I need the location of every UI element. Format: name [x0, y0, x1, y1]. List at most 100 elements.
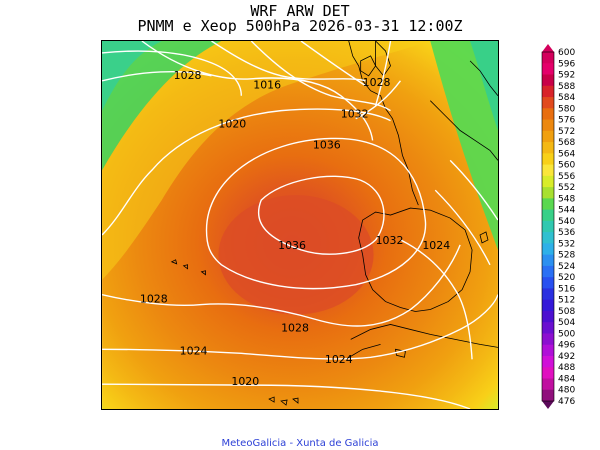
legend-color-bar	[541, 44, 555, 409]
isobar-label: 1028	[140, 293, 168, 306]
legend-level-label: 496	[558, 341, 575, 351]
coast-island	[479, 231, 489, 244]
legend-level-label: 568	[558, 138, 575, 148]
isobar-label: 1032	[376, 234, 404, 247]
coast-north-africa	[350, 324, 498, 348]
coast-central-europe	[430, 100, 498, 161]
legend-level-label: 584	[558, 93, 575, 103]
credit-footer: MeteoGalicia - Xunta de Galicia	[221, 438, 379, 449]
legend-arrow-top	[542, 44, 554, 52]
legend-level-label: 504	[558, 318, 575, 328]
legend-level-label: 588	[558, 82, 575, 92]
legend-swatch	[542, 142, 554, 154]
legend-swatch	[542, 119, 554, 132]
azores	[170, 259, 178, 265]
coast-britain	[375, 41, 391, 77]
isobar-label: 1028	[363, 76, 391, 89]
legend-level-label: 492	[558, 352, 575, 362]
legend-swatch	[542, 232, 554, 244]
legend-labels: 6005965925885845805765725685645605565525…	[558, 48, 575, 407]
isobar-1020-south	[102, 383, 471, 409]
coast-isle	[360, 55, 377, 77]
legend-swatch	[542, 52, 554, 64]
low-height-region-northeast	[430, 41, 498, 250]
isobar-label: 1028	[281, 321, 309, 334]
legend-swatch	[542, 85, 554, 98]
legend-level-label: 520	[558, 273, 575, 283]
low-height-region-northwest-core	[102, 41, 162, 111]
legend-level-label: 556	[558, 172, 575, 182]
isobar-labels: 1028 1016 1020 1028 1032 1036 1036 1032 …	[140, 69, 450, 388]
legend-arrow-bottom	[542, 401, 554, 409]
chart-title-line-1: WRF ARW DET	[250, 2, 350, 20]
isobar-1032-ne	[355, 80, 402, 120]
legend-swatch	[542, 344, 554, 357]
legend-swatch	[542, 108, 554, 121]
chart-title-line-2: PNMM e Xeop 500hPa 2026-03-31 12:00Z	[137, 17, 463, 35]
legend-swatch	[542, 367, 554, 379]
isobar-1024-ne	[300, 41, 367, 87]
legend-swatch	[542, 63, 554, 76]
azores	[200, 270, 206, 276]
legend-swatch	[542, 220, 554, 233]
legend-frame	[541, 51, 555, 402]
legend-level-label: 512	[558, 296, 575, 306]
yellow-band	[102, 41, 431, 280]
legend-swatch	[542, 254, 554, 267]
legend-swatch	[542, 74, 554, 87]
isobar-1020	[250, 41, 391, 112]
legend-level-label: 596	[558, 59, 575, 69]
isobar-label: 1028	[174, 69, 202, 82]
azores	[182, 264, 189, 270]
isobar-label: 1016	[253, 79, 281, 92]
legend-level-label: 576	[558, 116, 575, 126]
coast-scandinavia	[469, 60, 498, 96]
isobar-label: 1036	[313, 138, 341, 151]
legend-level-label: 572	[558, 127, 575, 137]
legend-swatch	[542, 164, 554, 177]
legend-level-label: 580	[558, 104, 575, 114]
legend-level-label: 528	[558, 251, 575, 261]
legend-level-label: 548	[558, 194, 575, 204]
isobar-1036-inner	[257, 175, 385, 255]
legend-level-label: 544	[558, 206, 575, 216]
canary-islands	[280, 399, 288, 406]
legend-level-label: 552	[558, 183, 575, 193]
legend-level-label: 500	[558, 329, 575, 339]
legend-level-label: 536	[558, 228, 575, 238]
coast-iberia	[358, 207, 473, 312]
legend-level-label: 540	[558, 217, 575, 227]
isobar-label: 1024	[180, 344, 208, 357]
isobar-1024-east	[400, 239, 473, 360]
legend-level-label: 484	[558, 374, 575, 384]
isobar-1028-north	[102, 50, 243, 96]
legend-swatch	[542, 322, 554, 334]
canary-islands	[292, 397, 299, 404]
coast-morocco	[345, 343, 381, 360]
legend-level-label: 480	[558, 386, 575, 396]
isobar-1028-ne	[374, 41, 392, 106]
isobar-1016-east	[449, 159, 498, 221]
isobar-1028-west	[102, 108, 391, 236]
isobar-label: 1020	[218, 118, 246, 131]
legend-level-label: 592	[558, 71, 575, 81]
legend-swatch	[542, 310, 554, 323]
isobar-label: 1032	[341, 108, 369, 121]
legend-swatch	[542, 389, 554, 402]
low-height-region-northeast-core	[470, 41, 498, 131]
high-core	[218, 195, 374, 315]
legend-level-label: 488	[558, 363, 575, 373]
isobar-label: 1020	[231, 375, 259, 388]
isobar-label: 1024	[422, 239, 450, 252]
canary-islands	[268, 396, 275, 403]
forecast-map: 1028 1016 1020 1028 1032 1036 1036 1032 …	[101, 40, 499, 410]
isobar-1028-south	[102, 244, 461, 327]
legend-swatch	[542, 243, 554, 256]
legend-level-label: 524	[558, 262, 575, 272]
legend-swatch	[542, 333, 554, 346]
isobar-1020-east	[434, 189, 491, 266]
isobar-1032-north	[102, 71, 212, 82]
isobar-1016	[211, 41, 366, 82]
isobar-label: 1024	[325, 353, 353, 366]
isobar-1024-north	[141, 41, 374, 141]
